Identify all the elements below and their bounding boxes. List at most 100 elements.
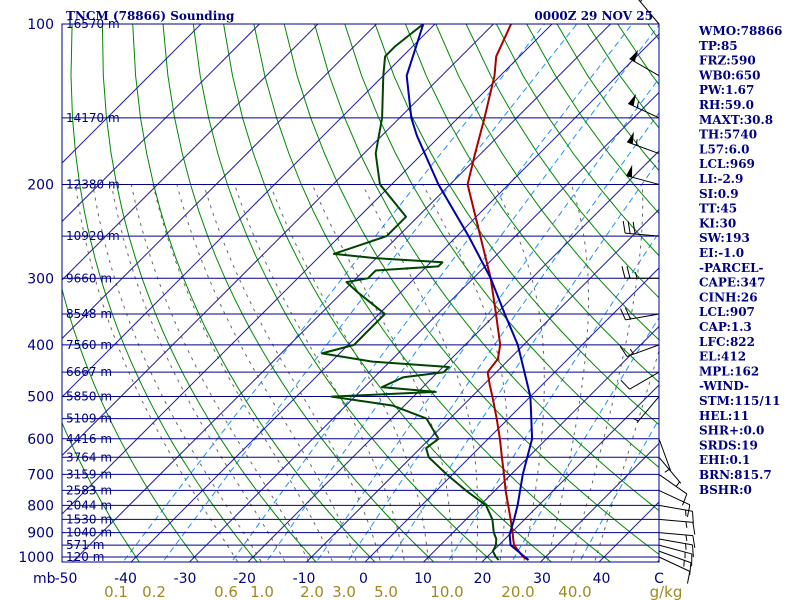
wind-barb-half-flag — [683, 560, 685, 567]
dry-adiabat-line — [70, 24, 258, 562]
moist-adiabat-line — [152, 184, 334, 562]
index-item: MAXT:30.8 — [699, 113, 773, 127]
pressure-tick-label: 200 — [27, 177, 54, 193]
sounding-traces — [321, 24, 534, 561]
wind-barb-half-flag — [635, 139, 638, 146]
index-item: TP:85 — [699, 39, 738, 53]
pressure-tick-label: 400 — [27, 338, 54, 354]
dry-adiabat-line — [495, 24, 659, 257]
moist-adiabat-line — [110, 184, 286, 562]
wind-barb-flag — [627, 221, 631, 234]
height-label: 120 m — [66, 550, 104, 564]
wind-barb-half-flag — [664, 468, 671, 473]
index-item: LCL:907 — [699, 305, 755, 319]
wind-barb-staff — [658, 556, 691, 572]
height-label: 1530 m — [66, 512, 112, 526]
dry-adiabat-line — [314, 24, 659, 512]
height-label: 2583 m — [66, 483, 112, 497]
mixing-ratio-label: 0.6 — [214, 583, 238, 600]
moist-adiabat-line — [130, 184, 310, 562]
mixing-ratio-line — [511, 316, 659, 562]
wind-barb-staff — [658, 544, 692, 555]
chart-datetime: 0000Z 29 NOV 25 — [534, 9, 653, 23]
mixing-ratio-label: 5.0 — [374, 583, 398, 600]
dry-adiabat-line — [62, 421, 141, 562]
isotherm-line — [539, 442, 659, 562]
index-item: SI:0.9 — [699, 187, 739, 201]
wind-barb — [658, 544, 693, 567]
wind-barb — [626, 131, 660, 155]
index-item: RH:59.0 — [699, 98, 754, 112]
index-item: BSHR:0 — [699, 483, 752, 497]
mixing-ratio-label: 0.2 — [142, 583, 166, 600]
mixing-ratio-line — [162, 24, 578, 562]
index-item: CAPE:347 — [699, 276, 766, 290]
temperature-tick-label: 0 — [359, 571, 368, 587]
index-item: BRN:815.7 — [699, 468, 772, 482]
wind-barb-flag — [691, 511, 694, 524]
temperature-tick-label: 10 — [414, 571, 432, 587]
wind-barb-staff — [636, 396, 660, 423]
wind-barb — [627, 93, 660, 119]
mixing-ratio-label: 2.0 — [300, 583, 324, 600]
wind-barb-staff — [625, 232, 660, 237]
height-label: 5109 m — [66, 412, 112, 426]
wind-barb — [658, 489, 691, 518]
dry-adiabat-line — [283, 24, 659, 555]
moist-adiabat-line — [570, 184, 644, 562]
wind-barb-staff — [629, 371, 660, 390]
wind-barb-flag — [622, 220, 626, 234]
index-item: LI:-2.9 — [699, 172, 743, 186]
wind-barbs — [619, 0, 696, 584]
wind-barb-flag — [686, 504, 691, 518]
isotherm-line — [422, 325, 659, 562]
dry-adiabat-line — [101, 24, 317, 562]
wind-barb-half-flag — [675, 481, 680, 488]
wind-barb — [620, 307, 660, 321]
wind-barb-half-flag — [685, 521, 688, 528]
wind-barb-half-flag — [685, 534, 688, 542]
dry-adiabat-line — [162, 24, 435, 562]
mixing-ratio-line — [230, 24, 633, 562]
isotherm-line — [62, 24, 436, 398]
wind-barb — [658, 474, 688, 506]
mixing-ratio-line — [346, 111, 659, 562]
wind-barb — [658, 504, 694, 524]
moist-adiabat-line — [269, 184, 429, 562]
pressure-tick-label: 500 — [27, 390, 54, 406]
mixing-ratio-line — [387, 159, 659, 562]
height-label: 3159 m — [66, 467, 112, 481]
isotherm-line — [188, 91, 659, 562]
height-label: 4416 m — [66, 432, 112, 446]
wind-barb-flag — [692, 535, 696, 548]
dry-adiabat-line — [62, 287, 199, 562]
moist-adiabat-line — [546, 184, 589, 562]
wind-barb-staff — [626, 344, 660, 357]
temperature-tick-label: -20 — [233, 571, 256, 587]
index-item: LCL:969 — [699, 157, 755, 171]
temperature-trace — [466, 24, 529, 561]
isotherm-line — [62, 24, 377, 340]
index-item: SW:193 — [699, 231, 750, 245]
moist-adiabat-line — [234, 184, 405, 562]
wind-barb-staff — [658, 504, 693, 512]
dry-adiabat-line — [223, 24, 553, 562]
temperature-tick-label: -40 — [114, 571, 137, 587]
wind-barb-pennant — [627, 131, 634, 144]
wind-barb — [619, 344, 660, 357]
wind-barb-staff — [658, 538, 693, 546]
height-label: 6667 m — [66, 365, 112, 379]
wind-barb-staff — [658, 438, 672, 471]
isotherm-line — [62, 24, 319, 281]
index-item: -PARCEL- — [699, 261, 764, 275]
index-item: FRZ:590 — [699, 54, 756, 68]
wind-barb — [620, 371, 660, 390]
wind-barb — [632, 396, 660, 423]
mixing-ratio-label: 10.0 — [430, 583, 463, 600]
index-item: HEL:11 — [699, 409, 749, 423]
moist-adiabat-line — [422, 184, 509, 562]
wind-barb-flag — [620, 379, 630, 390]
wind-barb — [621, 266, 659, 279]
height-label: 2044 m — [66, 498, 112, 512]
height-label: 10920 m — [66, 229, 120, 243]
